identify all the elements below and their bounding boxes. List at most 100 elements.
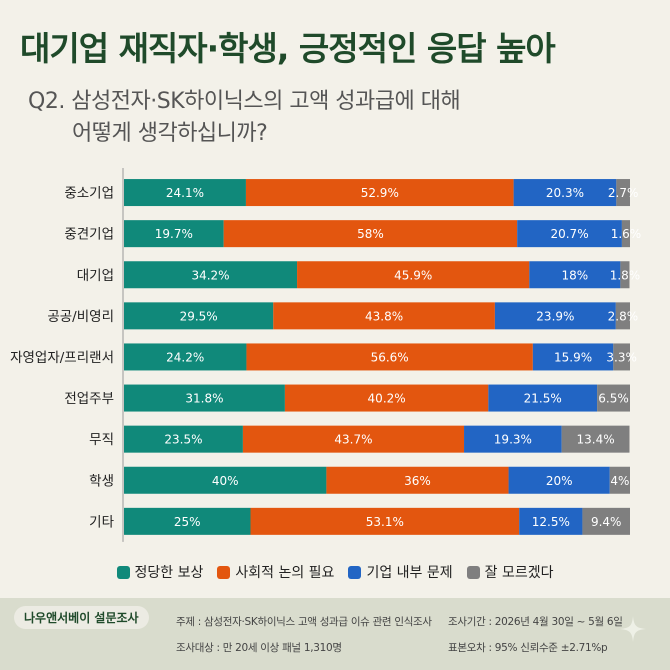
bar-segment [532, 343, 614, 371]
data-label: 20% [546, 474, 573, 488]
data-label: 18% [562, 268, 589, 282]
survey-target: 조사대상 : 만 20세 이상 패널 1,310명 [176, 642, 342, 654]
legend-label-4: 잘 모르겠다 [484, 565, 554, 581]
question-line-2: 어떻게 생각하십니까? [72, 121, 268, 146]
footer: 나우앤서베이 설문조사 주제 : 삼성전자·SK하이닉스 고액 성과급 이슈 관… [0, 598, 670, 670]
sparkle-icon [620, 616, 646, 642]
category-label: 중견기업 [64, 227, 114, 243]
bar-segment [561, 425, 630, 453]
data-label: 52.9% [361, 186, 399, 200]
bar-segment [529, 261, 621, 289]
bar-segment [245, 179, 514, 207]
bar-segment [297, 261, 530, 289]
bar-segment [124, 261, 298, 289]
data-label: 20.7% [550, 227, 588, 241]
legend-item: 사회적 논의 필요 [217, 562, 334, 582]
bar-segment [621, 220, 630, 248]
data-label: 1.6% [611, 227, 642, 241]
data-label: 9.4% [591, 515, 622, 529]
bar-segment [615, 302, 630, 330]
data-label: 36% [404, 474, 431, 488]
data-label: 23.5% [164, 433, 202, 447]
bar-segment [616, 179, 630, 207]
bar-segment [124, 384, 285, 412]
category-label: 중소기업 [64, 186, 114, 202]
bar-segment [620, 261, 630, 289]
survey-period: 조사기간 : 2026년 4월 30일 ~ 5월 6일 [448, 616, 623, 628]
bar-segment [124, 425, 243, 453]
bar-segment [494, 302, 616, 330]
legend-item: 기업 내부 문제 [348, 562, 453, 582]
data-label: 24.2% [166, 350, 204, 364]
data-label: 1.8% [610, 268, 641, 282]
data-label: 53.1% [366, 515, 404, 529]
data-label: 43.8% [365, 309, 403, 323]
data-label: 40.2% [368, 392, 406, 406]
data-label: 2.8% [608, 309, 639, 323]
legend-label-3: 기업 내부 문제 [366, 565, 453, 581]
legend-swatch-4 [466, 565, 480, 579]
data-label: 13.4% [577, 433, 615, 447]
data-label: 58% [357, 227, 384, 241]
bar-segment [326, 466, 509, 494]
category-label: 전업주부 [64, 391, 114, 407]
page-title: 대기업 재직자·학생, 긍정적인 응답 높아 [20, 29, 556, 68]
data-label: 4% [610, 474, 629, 488]
bar-segment [124, 302, 274, 330]
survey-margin: 표본오차 : 95% 신뢰수준 ±2.71%p [448, 642, 608, 654]
data-label: 12.5% [532, 515, 570, 529]
bar-segment [613, 343, 630, 371]
data-label: 6.5% [598, 392, 629, 406]
data-label: 20.3% [546, 186, 584, 200]
category-label: 무직 [89, 432, 114, 448]
legend-swatch-2 [217, 565, 231, 579]
category-label: 기타 [89, 514, 114, 530]
legend-swatch-1 [116, 565, 130, 579]
legend-label-2: 사회적 논의 필요 [235, 565, 335, 581]
survey-brand: 나우앤서베이 설문조사 [14, 606, 149, 629]
legend-item: 정당한 보상 [116, 562, 204, 582]
bar-segment [582, 507, 630, 535]
data-label: 45.9% [394, 268, 432, 282]
bar-segment [124, 220, 224, 248]
bar-segment [517, 220, 622, 248]
bar-segment [597, 384, 630, 412]
bar-segment [124, 179, 246, 207]
survey-topic: 주제 : 삼성전자·SK하이닉스 고액 성과급 이슈 관련 인식조사 [176, 616, 432, 628]
data-label: 19.7% [155, 227, 193, 241]
bar-segment [124, 343, 247, 371]
data-label: 23.9% [536, 309, 574, 323]
category-label: 공공/비영리 [47, 309, 114, 325]
stacked-bar-chart: 중소기업 24.1% 52.9% 20.3% 2.7% 중견기업 19.7% 58% 20.7%… [10, 168, 642, 542]
data-label: 2.7% [608, 186, 639, 200]
bar-segment [508, 466, 610, 494]
data-label: 15.9% [554, 350, 592, 364]
data-label: 34.2% [191, 268, 229, 282]
question-text: Q2. 삼성전자·SK하이닉스의 고액 성과급에 대해 어떻게 생각하십니까? [28, 86, 648, 150]
bar-segment [519, 507, 583, 535]
bar-segment [488, 384, 598, 412]
chart-legend: 정당한 보상 사회적 논의 필요 기업 내부 문제 잘 모르겠다 [0, 562, 670, 582]
bar-segment [246, 343, 533, 371]
bar-segment [223, 220, 518, 248]
data-label: 40% [212, 474, 239, 488]
category-label: 학생 [89, 473, 114, 489]
data-label: 19.3% [494, 433, 532, 447]
bar-segment [124, 466, 327, 494]
bar-segment [124, 507, 251, 535]
data-label: 31.8% [185, 392, 223, 406]
question-line-1: Q2. 삼성전자·SK하이닉스의 고액 성과급에 대해 [28, 89, 461, 114]
bar-segment [609, 466, 630, 494]
category-label: 대기업 [77, 268, 114, 284]
data-label: 43.7% [334, 433, 372, 447]
data-label: 21.5% [524, 392, 562, 406]
legend-label-1: 정당한 보상 [134, 565, 204, 581]
data-label: 3.3% [606, 350, 637, 364]
bar-segment [273, 302, 495, 330]
data-label: 25% [174, 515, 201, 529]
bar-segment [464, 425, 562, 453]
legend-item: 잘 모르겠다 [466, 562, 554, 582]
data-label: 24.1% [166, 186, 204, 200]
data-label: 29.5% [180, 309, 218, 323]
data-label: 56.6% [371, 350, 409, 364]
